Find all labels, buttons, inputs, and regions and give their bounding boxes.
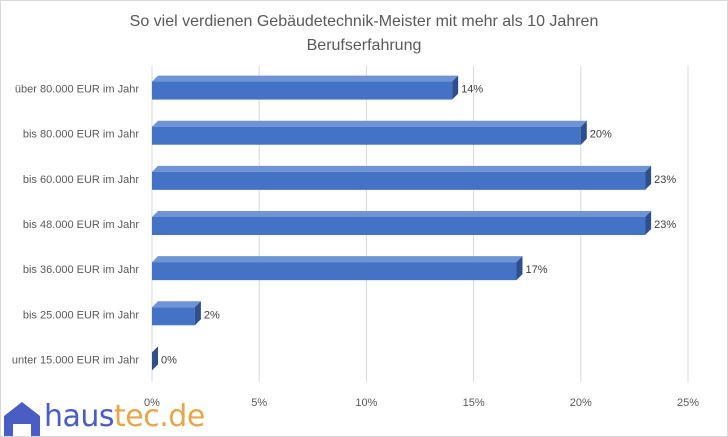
x-tick-label-3: 15% [463, 397, 485, 409]
data-label-3: 23% [654, 219, 676, 231]
x-tick-label-5: 25% [677, 397, 699, 409]
bar-top-3 [152, 211, 652, 217]
bar-5 [152, 307, 195, 326]
category-label-1: bis 80.000 EUR im Jahr [23, 129, 139, 141]
bar-0 [152, 81, 453, 100]
category-label-0: über 80.000 EUR im Jahr [15, 84, 139, 96]
bar-top-0 [152, 75, 459, 82]
logo-text-tec: tec.de [114, 399, 205, 434]
bar-side-5 [194, 301, 201, 326]
bar-1 [152, 126, 581, 145]
bar-side-2 [645, 165, 652, 190]
x-tick-label-2: 10% [355, 397, 377, 409]
data-label-0: 14% [461, 84, 483, 96]
bar-side-4 [516, 256, 523, 281]
category-label-5: bis 25.000 EUR im Jahr [23, 309, 139, 321]
x-tick-label-0: 0% [144, 397, 160, 409]
data-label-5: 2% [204, 309, 220, 321]
bar-2 [152, 171, 646, 190]
logo-text-haus: haus [44, 399, 115, 434]
bar-top-4 [152, 256, 523, 263]
chart-title-line-1: So viel verdienen Gebäudetechnik-Meister… [129, 13, 599, 30]
bar-4 [152, 262, 517, 281]
data-label-2: 23% [654, 174, 676, 186]
category-label-4: bis 36.000 EUR im Jahr [23, 264, 139, 276]
bar-side-3 [645, 211, 652, 235]
bar-top-1 [152, 120, 587, 127]
chart-title: So viel verdienen Gebäudetechnik-Meister… [0, 10, 728, 58]
bar-top-5 [152, 301, 201, 308]
x-tick-label-4: 20% [570, 397, 592, 409]
bar-3 [152, 217, 646, 235]
bar-side-0 [452, 75, 459, 100]
bar-side-6 [152, 346, 158, 371]
haustec-logo[interactable] [2, 400, 202, 437]
data-label-6: 0% [161, 354, 177, 366]
data-label-1: 20% [590, 129, 612, 141]
bar-top-2 [152, 165, 652, 172]
x-tick-label-1: 5% [251, 397, 267, 409]
bar-side-1 [580, 120, 587, 145]
category-label-3: bis 48.000 EUR im Jahr [23, 219, 139, 231]
category-label-6: unter 15.000 EUR im Jahr [12, 354, 140, 366]
data-label-4: 17% [525, 264, 547, 276]
category-label-2: bis 60.000 EUR im Jahr [23, 174, 139, 186]
logo-text[interactable]: haustec.de [44, 399, 205, 435]
chart-title-line-2: Berufserfahrung [306, 37, 422, 54]
house-icon [4, 402, 40, 436]
